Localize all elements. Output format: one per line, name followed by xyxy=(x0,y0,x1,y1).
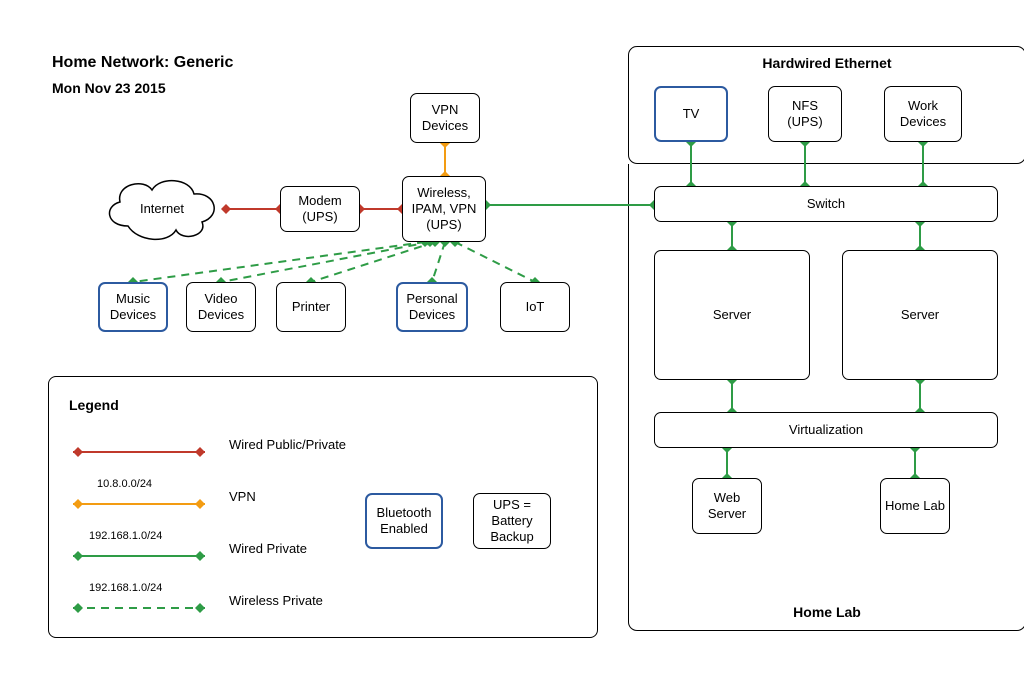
node-home-lab-label: Home Lab xyxy=(885,498,945,514)
node-server-2: Server xyxy=(842,250,998,380)
node-modem-label: Modem (UPS) xyxy=(285,193,355,226)
legend-subnet-wired-private: 192.168.1.0/24 xyxy=(89,530,162,542)
node-internet-label: Internet xyxy=(140,201,184,216)
node-music-label: Music Devices xyxy=(104,291,162,324)
node-tv: TV xyxy=(654,86,728,142)
node-vpn-devices-label: VPN Devices xyxy=(415,102,475,135)
node-tv-label: TV xyxy=(683,106,700,122)
legend-ups-key: UPS = Battery Backup xyxy=(473,493,551,549)
node-printer-label: Printer xyxy=(292,299,330,315)
page-date: Mon Nov 23 2015 xyxy=(52,80,166,96)
legend-bluetooth-key: Bluetooth Enabled xyxy=(365,493,443,549)
node-work-label: Work Devices xyxy=(889,98,957,131)
legend-box: Legend Wired Public/Private 10.8.0.0/24 … xyxy=(48,376,598,638)
legend-label-wireless-private: Wireless Private xyxy=(229,593,323,608)
node-server-1-label: Server xyxy=(713,307,751,323)
legend-bluetooth-label: Bluetooth Enabled xyxy=(371,505,437,538)
node-vpn-devices: VPN Devices xyxy=(410,93,480,143)
node-virtualization: Virtualization xyxy=(654,412,998,448)
node-virt-label: Virtualization xyxy=(789,422,863,438)
legend-label-vpn: VPN xyxy=(229,489,256,504)
region-homelab-label: Home Lab xyxy=(629,604,1024,620)
node-web-label: Web Server xyxy=(697,490,757,523)
node-video-label: Video Devices xyxy=(191,291,251,324)
legend-label-wired-public: Wired Public/Private xyxy=(229,437,346,452)
node-printer: Printer xyxy=(276,282,346,332)
legend-title: Legend xyxy=(69,397,119,413)
node-switch-label: Switch xyxy=(807,196,845,212)
node-iot-label: IoT xyxy=(526,299,545,315)
region-homelab: Home Lab xyxy=(628,164,1024,631)
node-nfs: NFS (UPS) xyxy=(768,86,842,142)
legend-line-vpn xyxy=(69,497,209,511)
legend-subnet-vpn: 10.8.0.0/24 xyxy=(97,478,152,490)
node-wireless-hub-label: Wireless, IPAM, VPN (UPS) xyxy=(407,185,481,234)
node-internet: Internet xyxy=(98,172,226,244)
node-server-2-label: Server xyxy=(901,307,939,323)
legend-subnet-wireless-private: 192.168.1.0/24 xyxy=(89,582,162,594)
legend-line-wired-public xyxy=(69,445,209,459)
node-music: Music Devices xyxy=(98,282,168,332)
node-personal-label: Personal Devices xyxy=(402,291,462,324)
node-home-lab: Home Lab xyxy=(880,478,950,534)
node-modem: Modem (UPS) xyxy=(280,186,360,232)
region-hardwired-label: Hardwired Ethernet xyxy=(629,55,1024,71)
legend-label-wired-private: Wired Private xyxy=(229,541,307,556)
legend-ups-label: UPS = Battery Backup xyxy=(478,497,546,546)
node-switch: Switch xyxy=(654,186,998,222)
node-personal: Personal Devices xyxy=(396,282,468,332)
node-wireless-hub: Wireless, IPAM, VPN (UPS) xyxy=(402,176,486,242)
node-iot: IoT xyxy=(500,282,570,332)
node-video: Video Devices xyxy=(186,282,256,332)
legend-line-wireless-private xyxy=(69,601,209,615)
page-title: Home Network: Generic xyxy=(52,54,233,72)
legend-line-wired-private xyxy=(69,549,209,563)
node-server-1: Server xyxy=(654,250,810,380)
node-work-devices: Work Devices xyxy=(884,86,962,142)
node-web-server: Web Server xyxy=(692,478,762,534)
node-nfs-label: NFS (UPS) xyxy=(773,98,837,131)
